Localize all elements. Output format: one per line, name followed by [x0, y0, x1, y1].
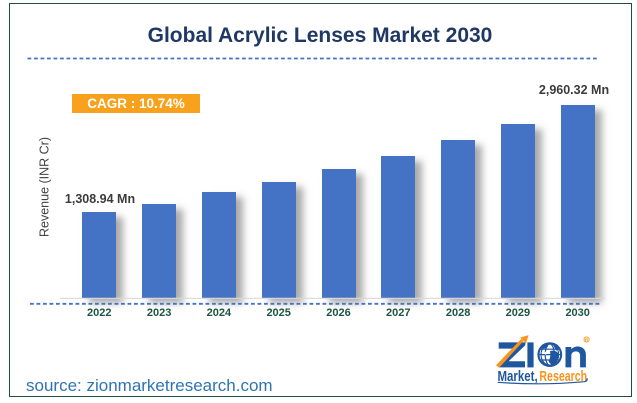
svg-text:R: R — [585, 337, 589, 342]
svg-text:Market,: Market, — [497, 367, 537, 384]
svg-text:Research: Research — [539, 367, 587, 384]
